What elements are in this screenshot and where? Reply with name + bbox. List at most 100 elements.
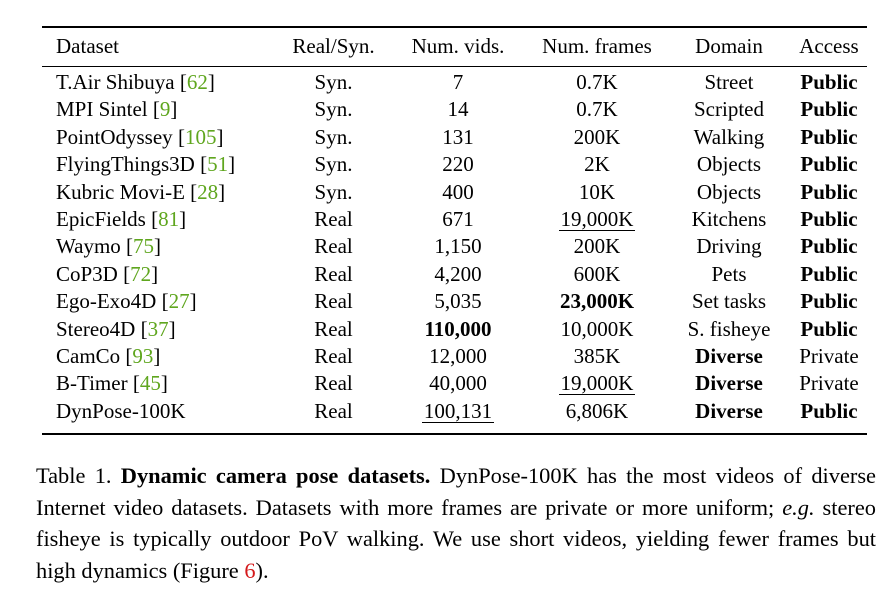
domain-cell: Driving — [696, 234, 762, 259]
dataset-name: PointOdyssey — [56, 124, 173, 149]
real-syn-cell: Real — [314, 371, 353, 396]
citation-link[interactable]: 27 — [168, 289, 190, 314]
access-cell: Private — [799, 371, 859, 396]
domain-cell: Objects — [696, 152, 762, 177]
num-vids-cell: 4,200 — [434, 261, 482, 286]
header-dataset: Dataset — [56, 34, 119, 59]
datasets-table: Dataset Real/Syn. Num. vids. Num. frames… — [42, 28, 867, 425]
table-row: Ego-Exo4D [27] Real 5,035 23,000K Set ta… — [42, 288, 867, 315]
num-vids-cell: 671 — [442, 207, 474, 232]
access-cell: Public — [800, 261, 858, 286]
domain-cell: Diverse — [695, 344, 763, 369]
real-syn-cell: Syn. — [314, 70, 353, 94]
dataset-name-cell: Waymo [75] — [56, 234, 162, 259]
table-row: B-Timer [45] Real 40,000 19,000K Diverse… — [42, 370, 867, 397]
num-frames-cell: 0.7K — [576, 70, 618, 94]
num-frames-cell: 600K — [573, 261, 621, 286]
citation-link[interactable]: 9 — [159, 97, 171, 122]
domain-cell: Diverse — [695, 371, 763, 396]
citation-link[interactable]: 93 — [132, 344, 154, 369]
table-row: PointOdyssey [105] Syn. 131 200K Walking… — [42, 124, 867, 151]
dataset-name-cell: FlyingThings3D [51] — [56, 152, 236, 177]
access-cell: Public — [800, 124, 858, 149]
dataset-name: CoP3D — [56, 261, 118, 286]
table-header-row: Dataset Real/Syn. Num. vids. Num. frames… — [42, 28, 867, 66]
domain-cell: Objects — [696, 179, 762, 204]
num-frames-cell: 200K — [573, 234, 621, 259]
real-syn-cell: Real — [314, 344, 353, 369]
table-row: MPI Sintel [9] Syn. 14 0.7K Scripted Pub… — [42, 96, 867, 123]
table-bottom-rule — [42, 433, 867, 435]
domain-cell: Scripted — [694, 97, 764, 122]
citation-link[interactable]: 62 — [186, 70, 208, 94]
table-header-rule — [42, 66, 867, 67]
dataset-name-cell: T.Air Shibuya [62] — [56, 70, 215, 94]
dataset-name-cell: Ego-Exo4D [27] — [56, 289, 197, 314]
access-cell: Public — [800, 234, 858, 259]
real-syn-cell: Syn. — [314, 97, 353, 122]
second-best-vids-value: 100,131 — [421, 398, 495, 423]
citation-link[interactable]: 28 — [197, 179, 219, 204]
table-row: CoP3D [72] Real 4,200 600K Pets Public — [42, 261, 867, 288]
num-frames-cell: 6,806K — [565, 398, 629, 423]
second-best-frames-value: 19,000K — [558, 371, 636, 396]
dataset-name-cell: DynPose-100K — [42, 398, 278, 425]
table-row: CamCo [93] Real 12,000 385K Diverse Priv… — [42, 343, 867, 370]
citation-link[interactable]: 81 — [158, 207, 180, 232]
dataset-name: CamCo — [56, 344, 121, 369]
header-num-frames: Num. frames — [542, 34, 652, 59]
num-vids-cell: 14 — [447, 97, 469, 122]
table-caption: Table 1. Dynamic camera pose datasets. D… — [36, 460, 876, 587]
num-frames-cell: 10,000K — [560, 316, 634, 341]
real-syn-cell: Syn. — [314, 179, 353, 204]
citation-link[interactable]: 105 — [184, 124, 217, 149]
num-frames-cell: 2K — [584, 152, 610, 177]
dataset-name: Stereo4D — [56, 316, 136, 341]
table-row: Waymo [75] Real 1,150 200K Driving Publi… — [42, 233, 867, 260]
real-syn-cell: Real — [314, 398, 353, 423]
num-vids-cell: 100,131 — [389, 398, 527, 425]
citation-link[interactable]: 51 — [207, 152, 229, 177]
access-cell: Public — [800, 398, 858, 423]
dataset-name: T.Air Shibuya — [56, 70, 175, 94]
citation-link[interactable]: 45 — [139, 371, 161, 396]
domain-cell: Walking — [693, 124, 765, 149]
table-row: DynPose-100K Real 100,131 6,806K Diverse… — [42, 398, 867, 425]
citation-link[interactable]: 37 — [147, 316, 169, 341]
real-syn-cell: Real — [314, 234, 353, 259]
domain-cell: Pets — [711, 261, 747, 286]
dataset-name: FlyingThings3D — [56, 152, 195, 177]
caption-eg: e.g. — [782, 494, 815, 520]
citation-link[interactable]: 72 — [130, 261, 152, 286]
num-frames-cell: 0.7K — [576, 97, 618, 122]
domain-cell: Kitchens — [691, 207, 767, 232]
citation-link[interactable]: 75 — [133, 234, 155, 259]
dataset-name: Ego-Exo4D — [56, 289, 157, 314]
real-syn-cell: Real — [314, 261, 353, 286]
table-top-rule — [42, 26, 867, 28]
access-cell: Public — [800, 179, 858, 204]
caption-title: Dynamic camera pose datasets. — [120, 463, 431, 488]
table-row: Stereo4D [37] Real 110,000 10,000K S. fi… — [42, 316, 867, 343]
num-vids-cell: 400 — [442, 179, 474, 204]
table-row: T.Air Shibuya [62] Syn. 7 0.7K Street Pu… — [42, 66, 867, 96]
num-vids-cell: 7 — [452, 70, 464, 94]
dataset-name: MPI Sintel — [56, 97, 148, 122]
num-frames-cell: 19,000K — [527, 370, 667, 397]
real-syn-cell: Syn. — [314, 124, 353, 149]
dataset-name-cell: CamCo [93] — [56, 344, 161, 369]
dataset-name: EpicFields — [56, 207, 146, 232]
figure-ref-link[interactable]: 6 — [244, 558, 256, 584]
dataset-name-cell: Stereo4D [37] — [56, 316, 176, 341]
domain-cell: S. fisheye — [687, 316, 771, 341]
domain-cell: Set tasks — [691, 289, 767, 314]
num-frames-cell: 19,000K — [527, 206, 667, 233]
access-cell: Public — [800, 289, 858, 314]
header-domain: Domain — [695, 34, 763, 59]
real-syn-cell: Real — [314, 316, 353, 341]
dataset-name-cell: MPI Sintel [9] — [56, 97, 178, 122]
dataset-name: Kubric Movi-E — [56, 179, 185, 204]
real-syn-cell: Syn. — [314, 152, 353, 177]
access-cell: Public — [800, 97, 858, 122]
header-real-syn: Real/Syn. — [292, 34, 375, 59]
